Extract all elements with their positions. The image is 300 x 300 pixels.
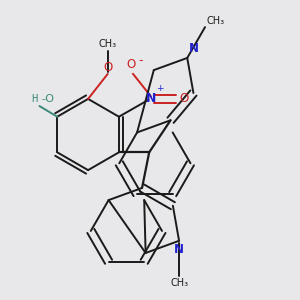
Text: N: N [146, 92, 156, 105]
Text: CH₃: CH₃ [170, 278, 188, 288]
Text: CH₃: CH₃ [99, 39, 117, 49]
Text: +: + [157, 84, 164, 93]
Text: -: - [138, 54, 143, 67]
Text: N: N [189, 43, 199, 56]
Text: O: O [103, 61, 112, 74]
Text: O: O [127, 58, 136, 71]
Text: O: O [179, 92, 188, 105]
Text: N: N [174, 243, 184, 256]
Text: H: H [32, 94, 38, 104]
Text: -O: -O [41, 94, 54, 104]
Text: CH₃: CH₃ [207, 16, 225, 26]
